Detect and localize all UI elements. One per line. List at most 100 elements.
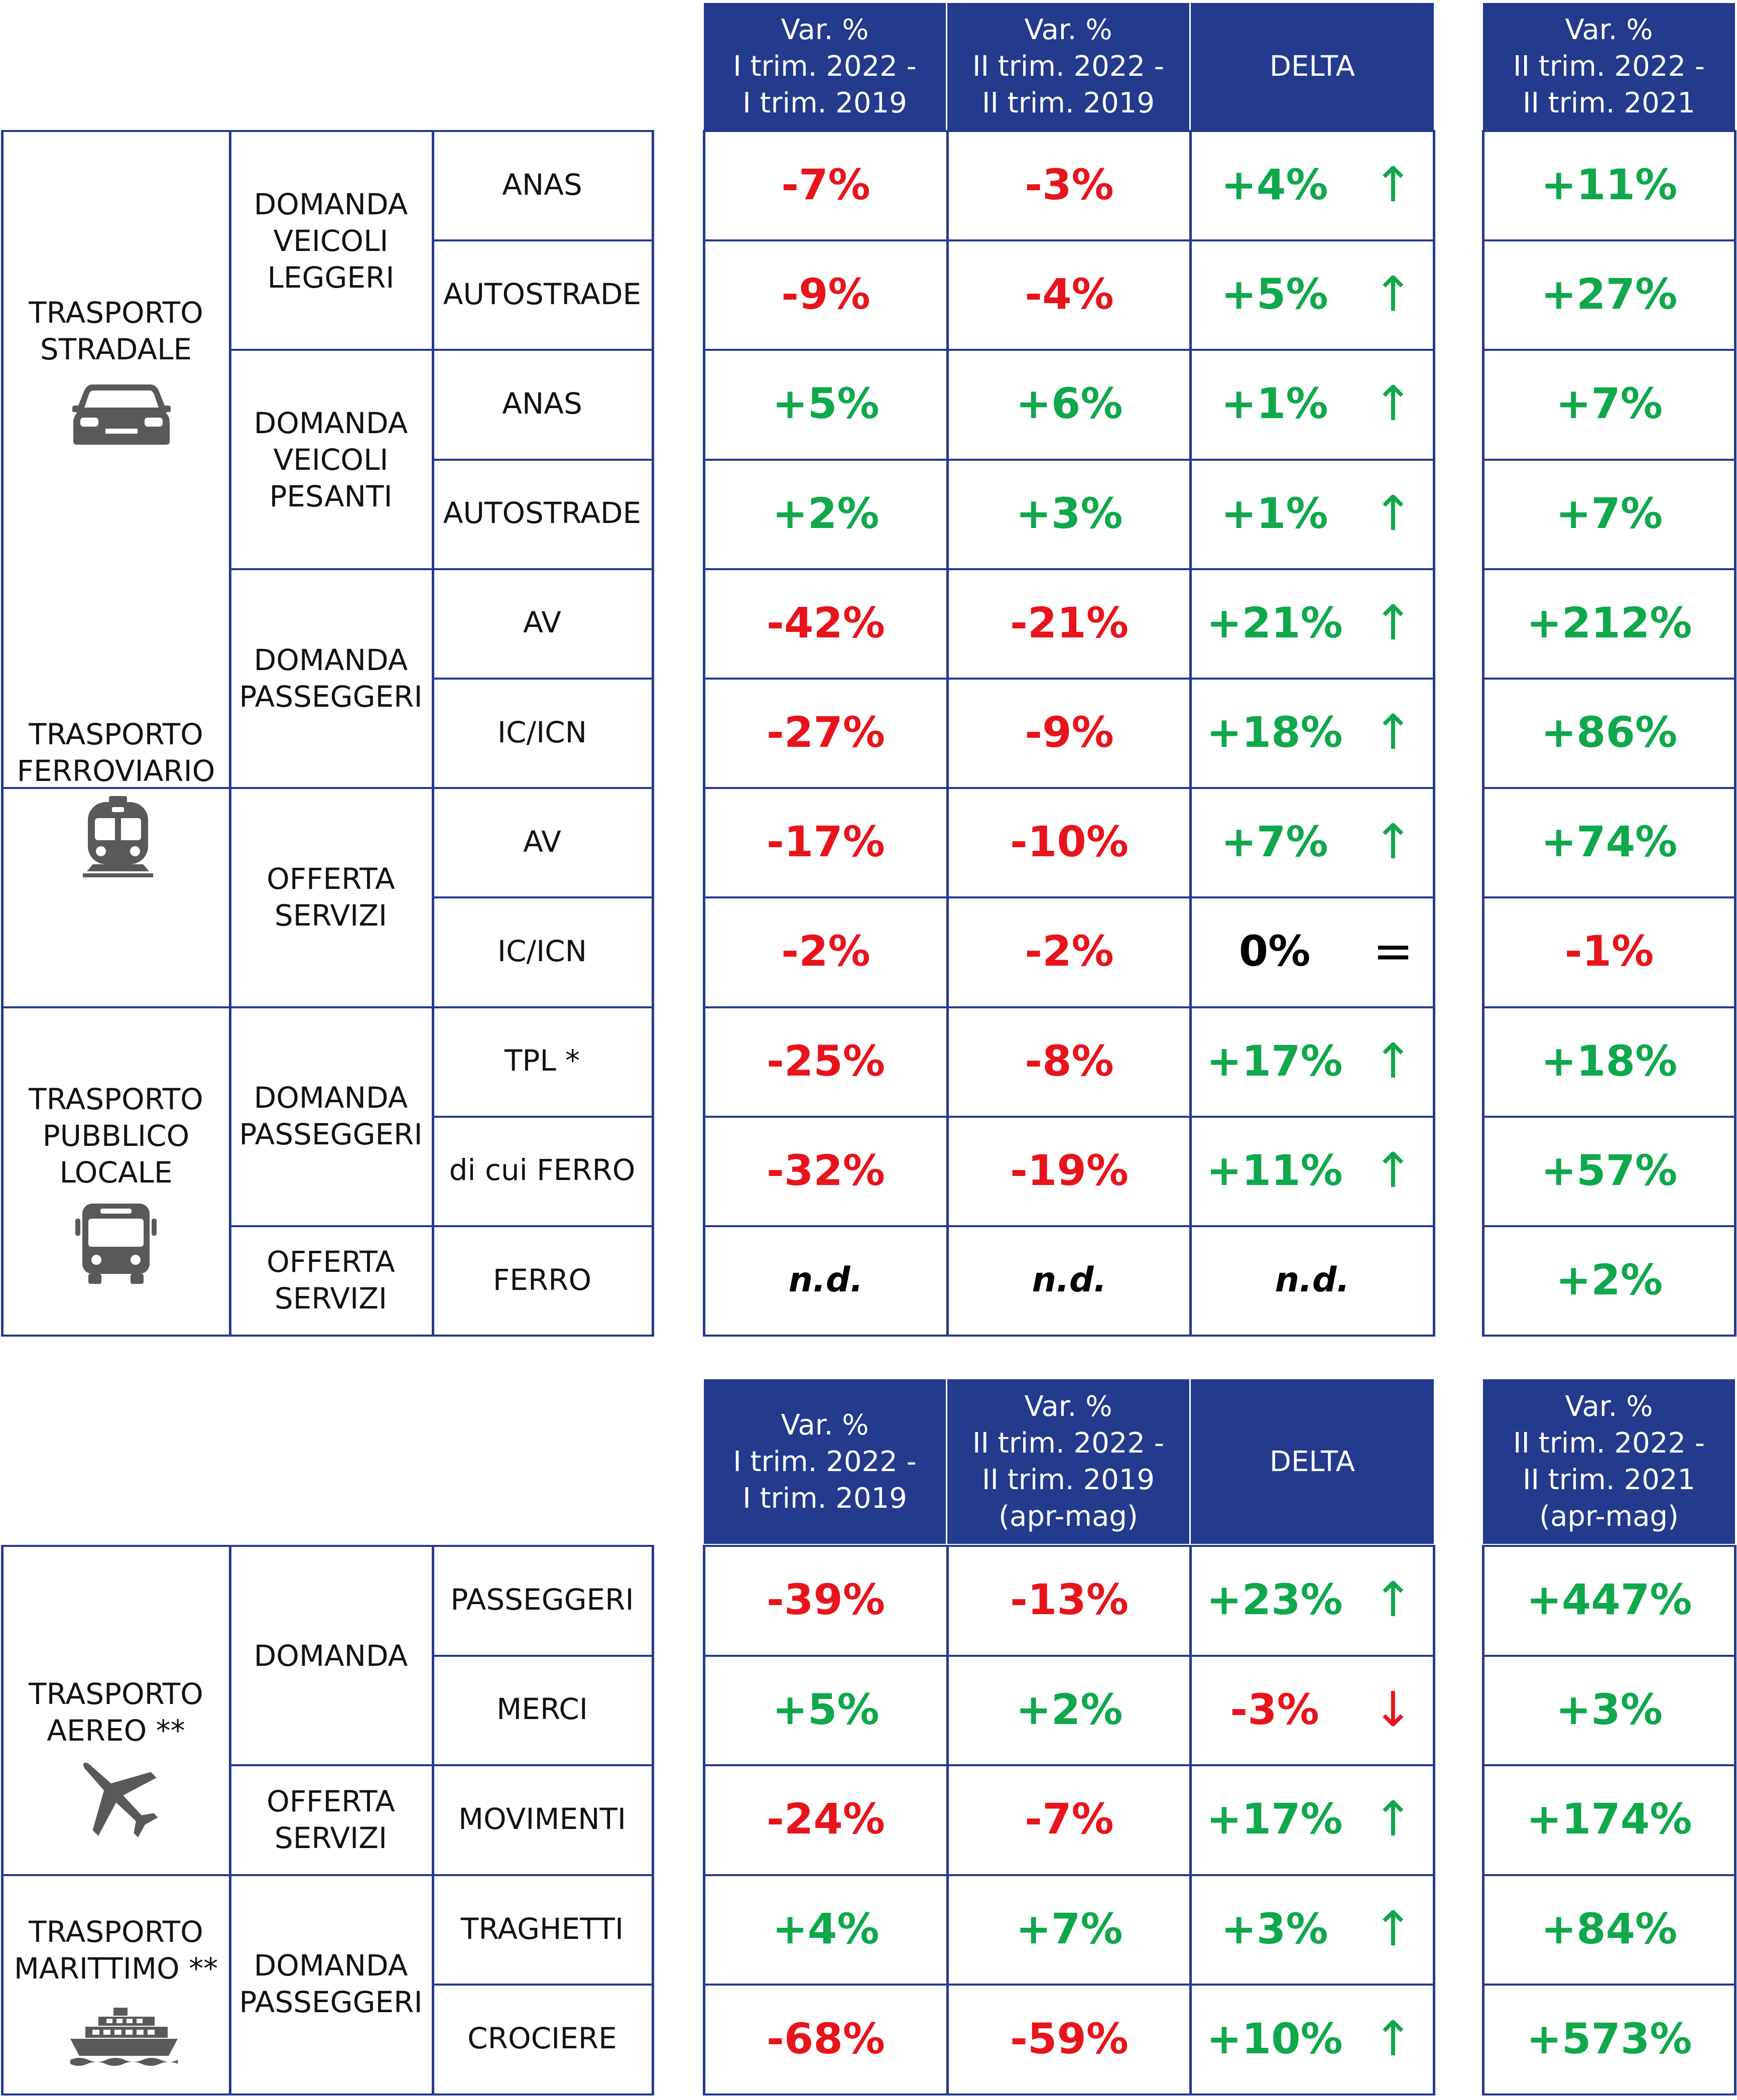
row-label: IC/ICN (497, 715, 587, 749)
grid-line (703, 1335, 1435, 1337)
row-label: AUTOSTRADE (443, 277, 642, 311)
grid-line (1, 130, 4, 1337)
grid-line (1734, 130, 1736, 1337)
grid-line (703, 568, 1435, 570)
group-label: DOMANDA VEICOLI PESANTI (254, 406, 408, 513)
row-label: di cui FERRO (449, 1153, 636, 1188)
group-label: DOMANDA PASSEGGERI (239, 643, 423, 714)
value-var-q1: +5% (772, 379, 880, 429)
grid-line (1482, 1545, 1736, 1547)
arrow-up-icon: ↑ (1373, 1142, 1414, 1199)
grid-line (1433, 130, 1435, 1337)
grid-line (1, 787, 654, 790)
value-delta: +5% (1221, 270, 1328, 319)
group-label: DOMANDA PASSEGGERI (239, 1081, 423, 1151)
grid-line (946, 1545, 949, 2095)
value-var-q2-vs-2021: +11% (1541, 160, 1678, 210)
row-label: TRAGHETTI (460, 1911, 624, 1946)
grid-line (229, 349, 654, 351)
value-var-q1: -2% (781, 927, 871, 976)
value-var-q2-vs-2021: +7% (1556, 379, 1663, 429)
arrow-up-icon: ↑ (1373, 594, 1414, 651)
value-var-q2: n.d. (1032, 1260, 1107, 1300)
value-var-q1: -42% (767, 598, 885, 647)
value-var-q1: n.d. (788, 1260, 863, 1300)
grid-line (1482, 1115, 1736, 1118)
row-label: PASSEGGERI (450, 1582, 634, 1617)
grid-line (1482, 1225, 1736, 1227)
value-var-q2-vs-2021: +573% (1526, 2014, 1692, 2063)
row-label: AUTOSTRADE (443, 496, 642, 531)
grid-line (1482, 568, 1736, 570)
sector-label-pubblico-locale: TRASPORTO PUBBLICO LOCALE (29, 1082, 203, 1190)
value-var-q2: +6% (1016, 379, 1123, 429)
car-icon (72, 379, 171, 445)
grid-line (703, 349, 1435, 351)
value-delta: +23% (1206, 1575, 1343, 1625)
grid-line (1482, 1984, 1736, 1986)
grid-line (703, 1984, 1435, 1986)
value-var-q1: +5% (772, 1684, 880, 1734)
arrow-up-icon: ↑ (1373, 1901, 1414, 1957)
value-delta: +4% (1221, 160, 1328, 210)
row-label: ANAS (502, 386, 582, 421)
value-var-q2: -2% (1025, 927, 1114, 976)
value-var-q2: -21% (1010, 598, 1129, 647)
value-var-q1: +4% (772, 1904, 880, 1954)
arrow-up-icon: ↑ (1373, 2010, 1414, 2067)
grid-line (946, 130, 949, 1337)
header-delta: DELTA (1191, 3, 1434, 130)
value-var-q2: +7% (1016, 1904, 1123, 1954)
grid-line (1189, 1545, 1192, 2095)
value-var-q2-vs-2021: +212% (1526, 598, 1692, 647)
grid-line (703, 1654, 1435, 1657)
arrow-down-icon: ↓ (1373, 1681, 1414, 1738)
value-delta: +1% (1221, 379, 1328, 429)
grid-line (703, 1115, 1435, 1118)
grid-line (703, 678, 1435, 680)
grid-line (652, 130, 654, 1337)
grid-line (432, 239, 654, 242)
group-label: DOMANDA PASSEGGERI (239, 1948, 423, 2019)
value-delta: +10% (1206, 2014, 1343, 2063)
grid-line (1482, 349, 1736, 351)
bus-icon (75, 1204, 157, 1284)
grid-line (1433, 1545, 1435, 2095)
grid-line (229, 130, 231, 1337)
value-delta: 0% (1238, 927, 1311, 976)
value-var-q1: -25% (767, 1036, 885, 1086)
value-var-q2-vs-2021: +84% (1541, 1904, 1678, 1954)
grid-line (1, 1545, 654, 1547)
grid-line (432, 1115, 654, 1118)
row-label: IC/ICN (497, 934, 587, 968)
group-label: OFFERTA SERVIZI (267, 862, 395, 933)
grid-line (1482, 130, 1484, 1337)
grid-line (703, 239, 1435, 242)
header-var-q2-2022-2021-apr-mag: Var. % II trim. 2022 - II trim. 2021 (ap… (1483, 1379, 1735, 1544)
grid-line (703, 130, 705, 1337)
value-var-q2-vs-2021: +7% (1556, 488, 1663, 538)
grid-line (1, 1335, 654, 1337)
row-label: ANAS (502, 167, 582, 202)
value-var-q2: +3% (1016, 488, 1123, 538)
arrow-up-icon: ↑ (1373, 1571, 1414, 1628)
row-label: MOVIMENTI (458, 1801, 627, 1836)
grid-line (1482, 678, 1736, 680)
header-var-q2-2022-2019: Var. % II trim. 2022 - II trim. 2019 (947, 3, 1189, 130)
arrow-up-icon: ↑ (1373, 375, 1414, 432)
value-var-q2-vs-2021: +86% (1541, 708, 1678, 757)
value-delta: +21% (1206, 598, 1343, 647)
value-delta: +17% (1206, 1794, 1343, 1844)
grid-line (432, 678, 654, 680)
row-label: AV (523, 605, 561, 640)
arrow-up-icon: ↑ (1373, 1791, 1414, 1848)
grid-line (1734, 1545, 1736, 2095)
grid-line (703, 1545, 1435, 1547)
airplane-icon (73, 1757, 162, 1838)
grid-line (1482, 239, 1736, 242)
value-var-q1: +2% (772, 488, 880, 538)
ship-icon (70, 2008, 178, 2068)
value-var-q2: -7% (1025, 1794, 1114, 1844)
value-var-q1: -27% (767, 708, 885, 757)
grid-line (432, 458, 654, 461)
